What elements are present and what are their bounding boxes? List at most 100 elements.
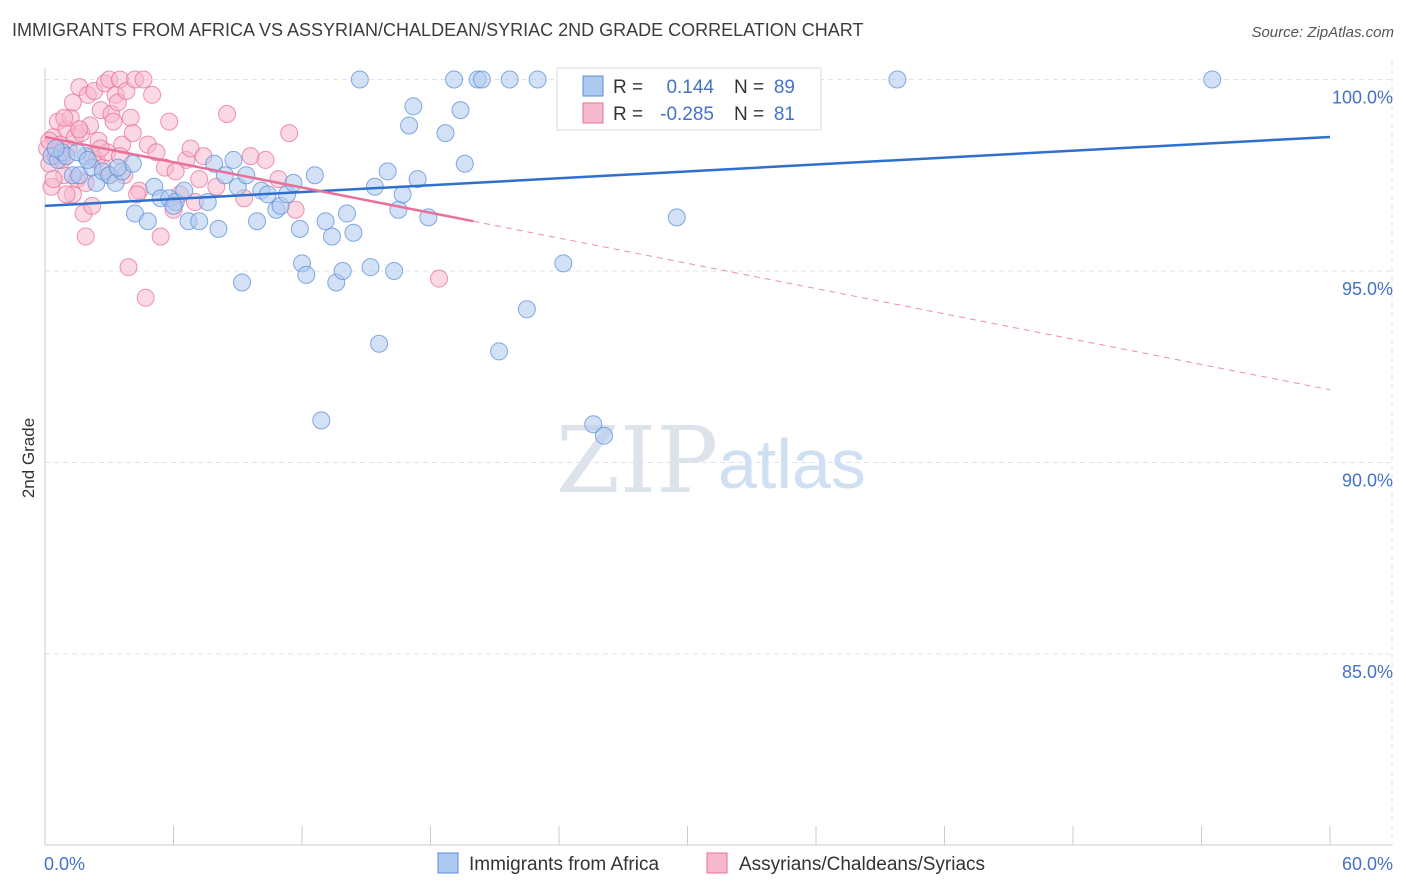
legend-n-value-blue: 89 — [774, 77, 795, 98]
data-point-blue — [517, 300, 536, 319]
data-point-pink — [76, 227, 95, 246]
y-tick-label-85: 85.0% — [1342, 662, 1393, 682]
data-point-blue — [108, 158, 127, 177]
data-point-pink — [128, 185, 147, 204]
data-point-blue — [1203, 70, 1222, 89]
trend-line-pink-extrapolated — [473, 220, 1331, 391]
data-point-pink — [44, 170, 63, 189]
y-axis-title: 2nd Grade — [19, 418, 38, 498]
data-point-blue — [455, 154, 474, 173]
data-point-blue — [451, 101, 470, 120]
data-point-pink — [147, 143, 166, 162]
stats-legend: R = 0.144 N = 89 R = -0.285 N = 81 — [556, 67, 822, 131]
data-point-blue — [290, 219, 309, 238]
chart-title: IMMIGRANTS FROM AFRICA VS ASSYRIAN/CHALD… — [12, 20, 864, 40]
data-point-blue — [472, 70, 491, 89]
data-point-pink — [218, 104, 237, 123]
data-point-blue — [312, 411, 331, 430]
data-point-blue — [667, 208, 686, 227]
data-point-blue — [344, 223, 363, 242]
data-point-blue — [393, 185, 412, 204]
data-point-blue — [528, 70, 547, 89]
data-point-blue — [500, 70, 519, 89]
data-point-pink — [55, 108, 74, 127]
series-legend-label-pink[interactable]: Assyrians/Chaldeans/Syriacs — [739, 854, 985, 875]
data-point-blue — [233, 273, 252, 292]
trend-lines — [44, 135, 1331, 391]
y-tick-label-100: 100.0% — [1332, 88, 1393, 108]
y-tick-label-90: 90.0% — [1342, 471, 1393, 491]
watermark-atlas: atlas — [718, 425, 866, 503]
data-point-blue — [337, 204, 356, 223]
data-point-blue — [400, 116, 419, 135]
data-point-blue — [78, 150, 97, 169]
y-tick-label-95: 95.0% — [1342, 279, 1393, 299]
data-point-blue — [490, 342, 509, 361]
data-point-pink — [121, 108, 140, 127]
series-legend: Immigrants from Africa Assyrians/Chaldea… — [437, 852, 985, 875]
series-legend-label-blue[interactable]: Immigrants from Africa — [469, 854, 659, 875]
legend-r-value-blue: 0.144 — [666, 77, 714, 98]
axes — [44, 68, 1392, 846]
data-point-blue — [389, 200, 408, 219]
data-point-blue — [175, 181, 194, 200]
data-point-pink — [119, 258, 138, 277]
data-point-blue — [305, 166, 324, 185]
legend-r-label-pink: R = — [613, 104, 643, 125]
data-point-pink — [256, 150, 275, 169]
data-point-pink — [104, 112, 123, 131]
data-point-blue — [445, 70, 464, 89]
data-point-pink — [430, 269, 449, 288]
legend-r-label-blue: R = — [613, 77, 643, 98]
data-point-blue — [584, 415, 603, 434]
legend-swatch-blue — [582, 75, 604, 97]
watermark-zip: ZIP — [556, 407, 718, 514]
trend-line-blue — [44, 135, 1331, 208]
x-tick-labels: 0.0% 60.0% — [44, 854, 1393, 874]
legend-n-label-pink: N = — [734, 104, 764, 125]
data-point-blue — [224, 150, 243, 169]
data-point-pink — [134, 70, 153, 89]
data-point-blue — [404, 97, 423, 116]
data-point-pink — [57, 185, 76, 204]
legend-r-value-pink: -0.285 — [660, 104, 714, 125]
series-legend-swatch-blue[interactable] — [437, 852, 459, 874]
data-point-blue — [361, 258, 380, 277]
data-point-blue — [248, 212, 267, 231]
data-point-pink — [151, 227, 170, 246]
data-point-blue — [46, 139, 65, 158]
data-point-blue — [284, 173, 303, 192]
data-point-blue — [190, 212, 209, 231]
data-point-blue — [408, 170, 427, 189]
data-point-pink — [286, 200, 305, 219]
trend-line-pink — [44, 135, 474, 223]
data-point-blue — [594, 426, 613, 445]
data-point-blue — [554, 254, 573, 273]
data-point-blue — [123, 154, 142, 173]
data-point-pink — [143, 85, 162, 104]
data-point-pink — [70, 120, 89, 139]
x-tick-label-max: 60.0% — [1342, 854, 1393, 874]
data-point-pink — [280, 124, 299, 143]
data-point-blue — [297, 265, 316, 284]
source-label[interactable]: Source: ZipAtlas.com — [1251, 24, 1394, 41]
data-point-pink — [123, 124, 142, 143]
data-point-blue — [164, 196, 183, 215]
data-point-pink — [136, 288, 155, 307]
data-point-pink — [63, 93, 82, 112]
grid-lines — [45, 60, 1393, 845]
series-legend-swatch-pink[interactable] — [706, 852, 728, 874]
data-point-pink — [190, 170, 209, 189]
data-point-pink — [83, 196, 102, 215]
y-tick-labels: 100.0% 95.0% 90.0% 85.0% — [1332, 88, 1393, 683]
data-point-blue — [888, 70, 907, 89]
data-point-blue — [350, 70, 369, 89]
data-point-blue — [209, 219, 228, 238]
data-point-blue — [138, 212, 157, 231]
data-point-blue — [205, 154, 224, 173]
data-point-blue — [385, 262, 404, 280]
data-point-blue — [316, 212, 335, 231]
legend-n-value-pink: 81 — [774, 104, 795, 125]
data-point-blue — [378, 162, 397, 181]
